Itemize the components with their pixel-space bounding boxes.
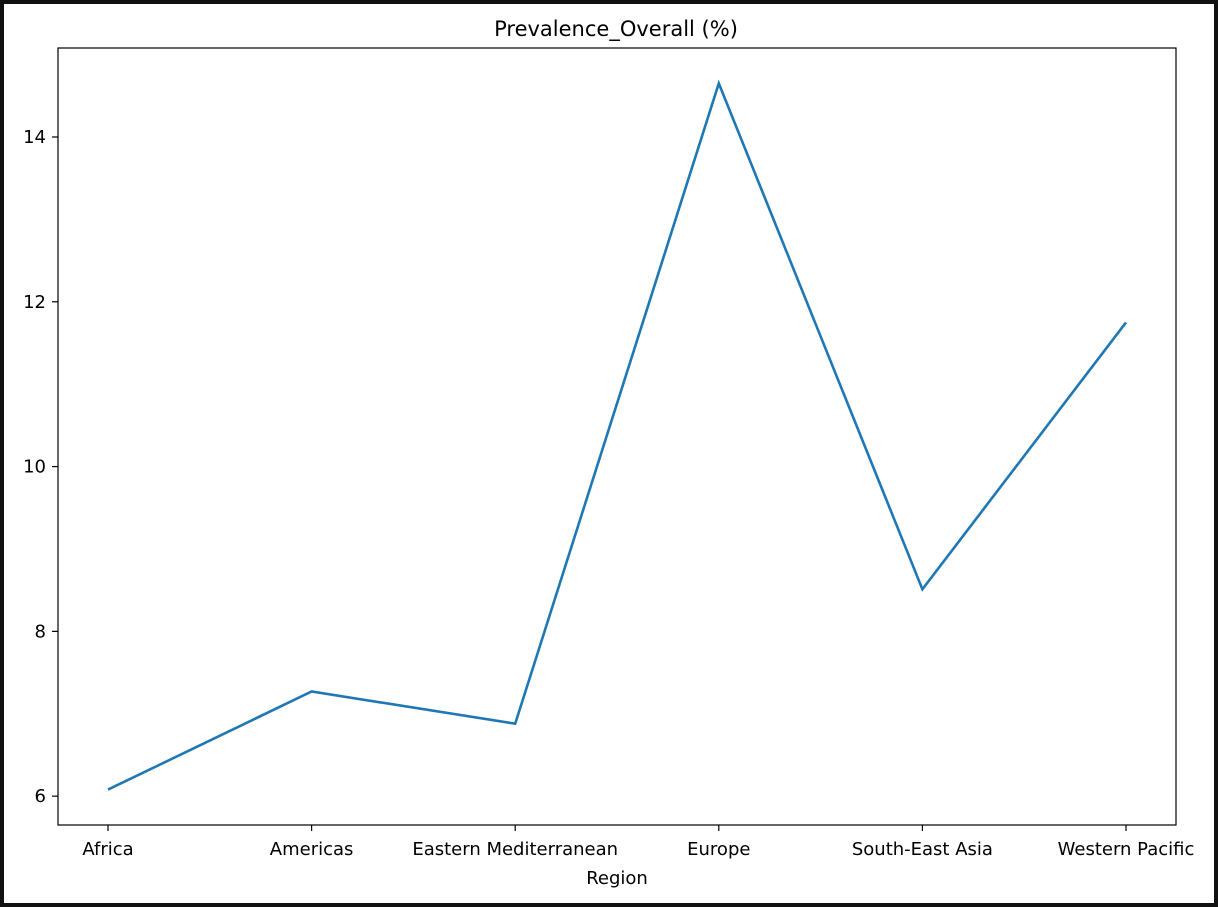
y-tick-label: 14 xyxy=(23,127,46,148)
x-tick-label: South-East Asia xyxy=(852,839,993,860)
y-tick-label: 12 xyxy=(23,292,46,313)
x-axis: Africa Americas Eastern Mediterranean Europ… xyxy=(82,825,1194,860)
x-tick-label: Europe xyxy=(687,839,750,860)
y-axis: 6 8 10 12 14 xyxy=(23,127,58,807)
x-tick-label: Western Pacific xyxy=(1058,839,1195,860)
series-layer xyxy=(107,79,1128,791)
x-tick-label: Eastern Mediterranean xyxy=(412,839,618,860)
y-tick-label: 6 xyxy=(35,786,46,807)
series-line xyxy=(107,79,1128,791)
x-tick-label: Americas xyxy=(270,839,354,860)
x-tick-label: Africa xyxy=(82,839,133,860)
y-tick-label: 10 xyxy=(23,457,46,478)
x-axis-label: Region xyxy=(586,868,648,889)
line-chart: Prevalence_Overall (%) 6 8 10 12 14 Africa Am… xyxy=(23,17,1194,889)
y-tick-label: 8 xyxy=(35,621,46,642)
chart-frame: Prevalence_Overall (%) 6 8 10 12 14 Africa Am… xyxy=(4,4,1214,903)
chart-title: Prevalence_Overall (%) xyxy=(494,17,738,42)
plot-area xyxy=(57,47,1177,826)
